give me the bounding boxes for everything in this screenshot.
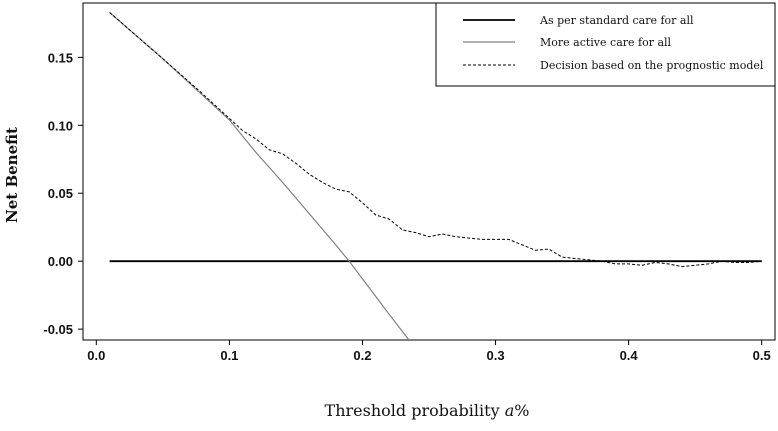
- legend-entry-model-label: Decision based on the prognostic model: [540, 59, 764, 72]
- legend-entry-standard-label: As per standard care for all: [539, 14, 694, 27]
- y-axis-ticks: -0.05 0.00 0.05 0.10 0.15: [43, 50, 83, 337]
- x-tick-label: 0.5: [753, 348, 771, 363]
- y-tick-label: 0.15: [48, 50, 73, 65]
- x-axis-ticks: 0.0 0.1 0.2 0.3 0.4 0.5: [87, 340, 771, 363]
- y-tick-label: 0.10: [48, 118, 73, 133]
- x-tick-label: 0.0: [87, 348, 105, 363]
- x-tick-label: 0.1: [220, 348, 238, 363]
- legend-entry-active-label: More active care for all: [540, 36, 672, 49]
- legend: As per standard care for all More active …: [435, 2, 776, 87]
- x-tick-label: 0.2: [353, 348, 371, 363]
- y-tick-label: 0.05: [48, 186, 73, 201]
- y-axis-title: Net Benefit: [3, 127, 21, 223]
- prognostic-model-line: [109, 12, 762, 268]
- legend-box: [435, 2, 776, 87]
- active-care-line: [109, 12, 410, 340]
- y-tick-label: 0.00: [48, 254, 73, 269]
- x-axis-title-suffix: %: [514, 401, 529, 420]
- x-axis-title-italic: a: [505, 401, 515, 420]
- series-layer: [109, 12, 762, 340]
- x-axis-title-main: Threshold probability: [325, 401, 505, 420]
- y-tick-label: -0.05: [43, 322, 73, 337]
- x-tick-label: 0.4: [620, 348, 639, 363]
- x-tick-label: 0.3: [486, 348, 504, 363]
- plot-frame: [82, 2, 776, 341]
- x-axis-title: Threshold probability a%: [325, 401, 530, 420]
